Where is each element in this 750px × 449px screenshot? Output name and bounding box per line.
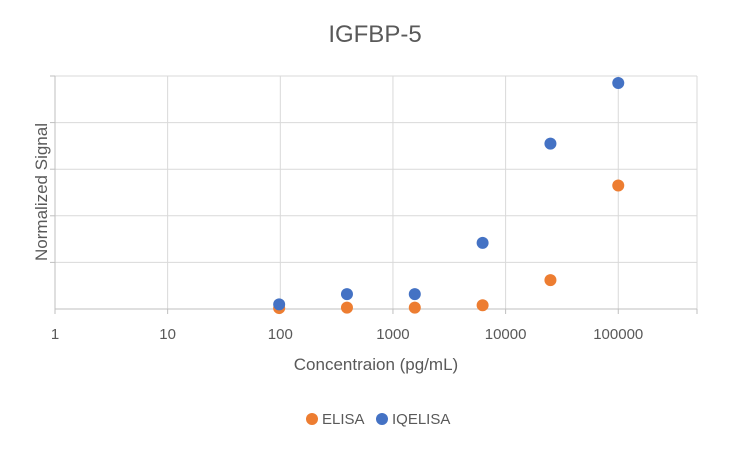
x-tick-label: 1 [51,326,59,343]
data-point [612,179,625,192]
y-axis-title: Normalized Signal [32,123,51,261]
data-point [340,288,353,301]
data-points [273,76,625,315]
chart-title: IGFBP-5 [328,21,421,48]
x-axis-title: Concentraion (pg/mL) [294,355,458,374]
data-point [408,301,421,314]
data-point [340,301,353,314]
series-iqelisa [273,76,625,311]
legend: ELISA IQELISA [306,411,450,428]
x-tick-label: 10 [159,326,176,343]
data-point [544,274,557,287]
data-point [408,288,421,301]
legend-label-elisa: ELISA [322,411,365,428]
data-point [273,298,286,311]
x-tick-label: 10000 [485,326,527,343]
series-elisa [273,179,625,315]
data-point [544,137,557,150]
x-tick-label: 100000 [593,326,643,343]
grid [50,75,698,309]
data-point [612,76,625,89]
data-point [476,236,489,249]
x-tick-labels: 1 10 100 1000 10000 100000 [51,326,643,343]
x-tick-label: 1000 [376,326,409,343]
axes [54,76,698,314]
data-point [476,299,489,312]
legend-marker-iqelisa [376,413,388,425]
legend-label-iqelisa: IQELISA [392,411,450,428]
x-tick-label: 100 [268,326,293,343]
legend-marker-elisa [306,413,318,425]
